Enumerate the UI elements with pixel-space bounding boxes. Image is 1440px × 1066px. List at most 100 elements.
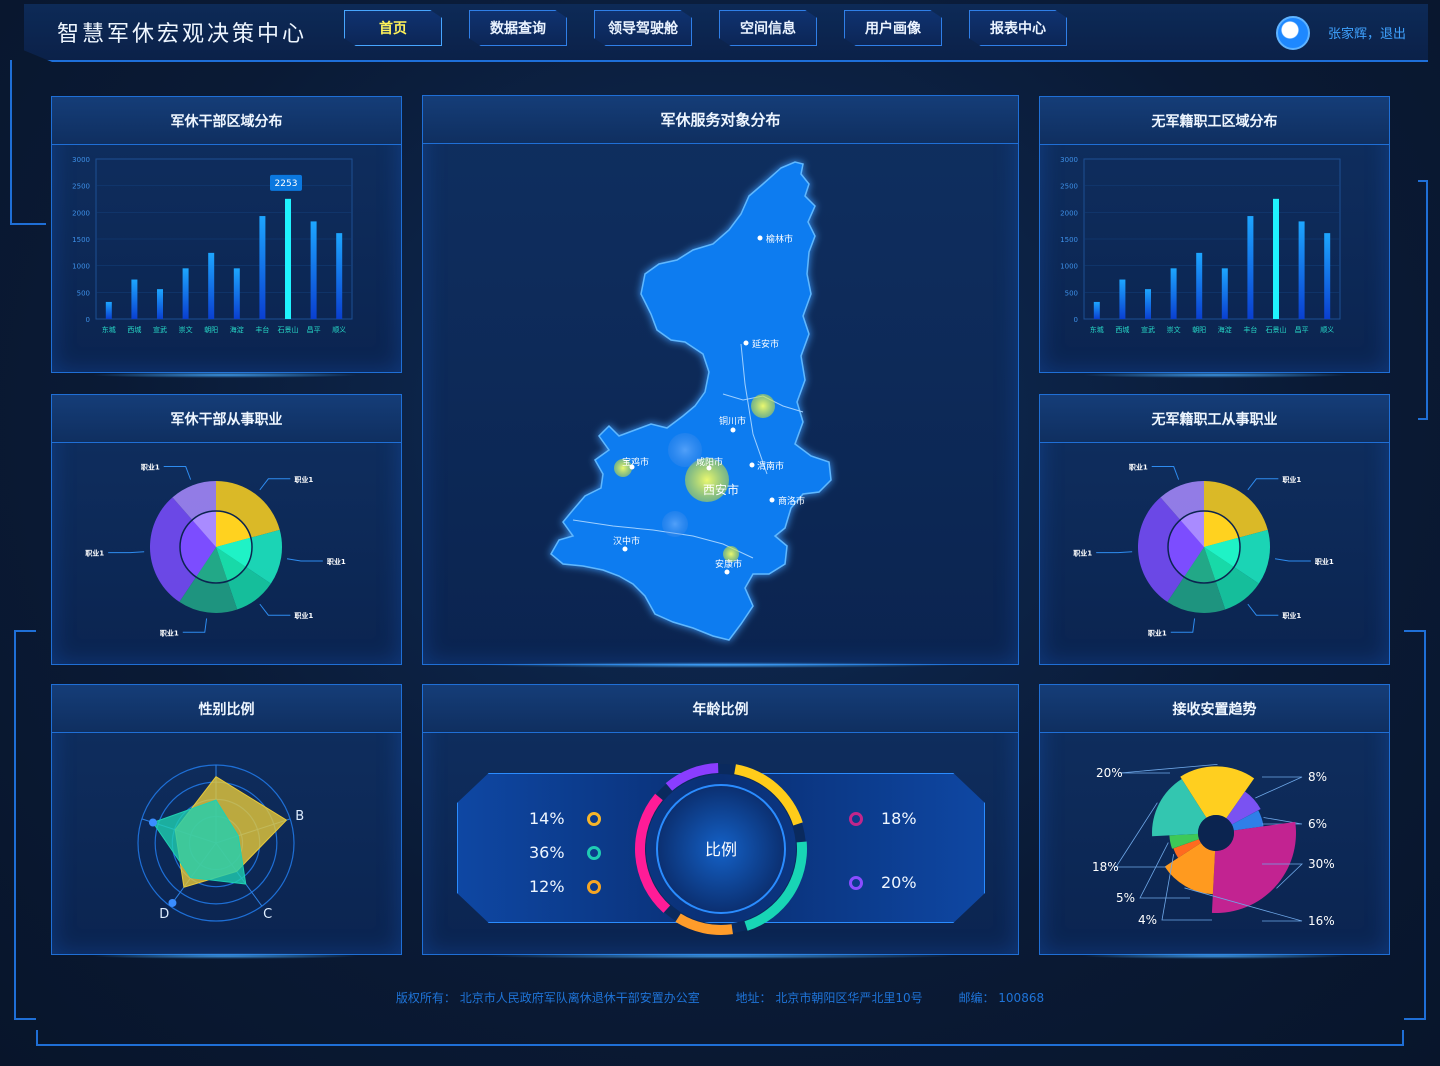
panel-cadre-region: 军休干部区域分布 3000 2500 2000 1500 1000 500 0 东城 西城 宣武 崇… bbox=[51, 96, 402, 373]
rose-leader-line bbox=[1119, 763, 1218, 774]
y-tick-label: 3000 bbox=[72, 156, 90, 164]
x-tick-label: 朝阳 bbox=[1192, 325, 1206, 334]
rose-leader-line bbox=[1115, 802, 1166, 868]
pie-leader-line bbox=[108, 551, 145, 554]
bar bbox=[105, 301, 112, 319]
nav-report-center[interactable]: 报表中心 bbox=[969, 10, 1067, 46]
age-ring-segment bbox=[635, 793, 671, 913]
y-tick-label: 0 bbox=[1074, 316, 1078, 324]
ring-dot-icon bbox=[586, 811, 601, 826]
rose-label: 8% bbox=[1308, 770, 1327, 784]
city-label-9: 安康市 bbox=[715, 558, 742, 570]
rose-slice bbox=[1173, 839, 1201, 858]
nav-home[interactable]: 首页 bbox=[344, 10, 442, 46]
map-bubble-xianyang bbox=[668, 433, 702, 467]
radar-series-area bbox=[152, 799, 247, 885]
radar-chart-gender: B C D bbox=[137, 764, 304, 922]
x-tick-label: 丰台 bbox=[1243, 325, 1257, 334]
radar-point bbox=[168, 898, 177, 907]
frame-bottom bbox=[36, 1030, 1404, 1046]
pie-chart-staff-job: 职业1 职业1 职业1 职业1 职业1 职业1 bbox=[1073, 463, 1334, 638]
age-ring-segment bbox=[744, 841, 807, 931]
rose-hole bbox=[1198, 815, 1234, 851]
age-value-left-2: 12% bbox=[529, 877, 601, 896]
age-value-right-0: 18% bbox=[849, 809, 917, 828]
bar bbox=[1273, 198, 1279, 319]
y-tick-label: 1000 bbox=[1060, 263, 1078, 271]
pie-inner-slice bbox=[1183, 547, 1216, 583]
pie-label: 职业1 bbox=[160, 628, 179, 637]
pie-inner-slice bbox=[216, 547, 246, 582]
frame-right-top bbox=[1418, 180, 1428, 420]
city-label-8: 汉中市 bbox=[613, 535, 640, 547]
nav-user-profile[interactable]: 用户画像 bbox=[844, 10, 942, 46]
pie-inner-slice bbox=[1168, 519, 1204, 577]
rose-slice bbox=[1152, 778, 1207, 837]
user-line: 张家辉，退出 bbox=[1328, 23, 1406, 42]
ring-dot-icon bbox=[586, 879, 601, 894]
nav-spatial-info[interactable]: 空间信息 bbox=[719, 10, 817, 46]
x-tick-label: 石景山 bbox=[1266, 325, 1287, 334]
city-marker bbox=[622, 546, 628, 552]
bar bbox=[233, 268, 240, 319]
pie-leader-line bbox=[1170, 618, 1196, 633]
glow-4 bbox=[90, 953, 360, 959]
y-tick-label: 500 bbox=[1065, 289, 1078, 297]
radar-axis-label: D bbox=[159, 907, 169, 922]
pie-leader-line bbox=[1247, 478, 1279, 491]
panel-title-staff-region: 无军籍职工区域分布 bbox=[1040, 97, 1389, 145]
pie-label: 职业1 bbox=[1282, 611, 1301, 620]
rose-leader-line bbox=[1262, 817, 1303, 825]
panel-title-cadre-job: 军休干部从事职业 bbox=[52, 395, 401, 443]
rose-label: 18% bbox=[1092, 860, 1119, 874]
age-value-left-0: 14% bbox=[529, 809, 601, 828]
pie-leader-line bbox=[286, 558, 323, 562]
pie-label: 职业1 bbox=[141, 463, 160, 472]
x-tick-label: 海淀 bbox=[1218, 325, 1232, 334]
glow-1 bbox=[90, 372, 360, 378]
bar bbox=[182, 268, 189, 319]
rose-label: 30% bbox=[1308, 857, 1335, 871]
glow-2 bbox=[1080, 372, 1350, 378]
rose-slice bbox=[1169, 833, 1200, 849]
bar bbox=[1119, 279, 1126, 319]
nav-data-query[interactable]: 数据查询 bbox=[469, 10, 567, 46]
panel-trend: 接收安置趋势 20% 8% 6% 30% 16% 4% 5% 18% bbox=[1039, 684, 1390, 955]
pie-label: 职业1 bbox=[294, 611, 313, 620]
ring-dot-icon bbox=[586, 845, 601, 860]
map-bubble-xian bbox=[685, 458, 729, 502]
header: 智慧军休宏观决策中心 首页 数据查询 领导驾驶舱 空间信息 用户画像 报表中心 … bbox=[0, 0, 1440, 62]
frame-right bbox=[1404, 630, 1426, 1020]
x-tick-label: 西城 bbox=[127, 326, 141, 334]
ring-dot-icon bbox=[849, 875, 863, 890]
panel-service-map: 军休服务对象分布 bbox=[422, 95, 1019, 665]
pie-leader-line bbox=[259, 478, 291, 491]
pie-inner-slice bbox=[1204, 547, 1234, 582]
map-bubble-tongchuan bbox=[751, 394, 775, 418]
pie-leader-line bbox=[1247, 603, 1279, 616]
city-marker bbox=[757, 235, 763, 241]
logout-link[interactable]: 退出 bbox=[1380, 27, 1407, 42]
pie-label: 职业1 bbox=[1073, 549, 1092, 558]
city-marker bbox=[730, 427, 736, 433]
bar-tooltip bbox=[270, 174, 302, 191]
y-tick-label: 500 bbox=[77, 289, 90, 297]
nav-leader-cockpit[interactable]: 领导驾驶舱 bbox=[594, 10, 692, 46]
age-ring-chart: 比例 bbox=[635, 763, 807, 935]
pie-inner-slice bbox=[192, 511, 216, 547]
pie-inner-slice bbox=[216, 537, 252, 568]
bar bbox=[1298, 221, 1305, 319]
rose-label: 16% bbox=[1308, 914, 1335, 928]
bar bbox=[310, 221, 317, 319]
x-tick-label: 海淀 bbox=[230, 325, 244, 334]
rose-leader-line bbox=[1139, 842, 1190, 899]
x-tick-label: 崇文 bbox=[179, 325, 193, 334]
panel-staff-region: 无军籍职工区域分布 3000 2500 2000 1500 1000 500 0 东城 西城 宣武… bbox=[1039, 96, 1390, 373]
avatar[interactable] bbox=[1276, 16, 1310, 50]
age-value-right-1: 20% bbox=[849, 873, 917, 892]
y-tick-label: 2500 bbox=[1060, 183, 1078, 191]
rose-label: 6% bbox=[1308, 817, 1327, 831]
rose-slice bbox=[1226, 791, 1261, 825]
city-marker bbox=[769, 497, 775, 503]
bar bbox=[1221, 268, 1228, 319]
